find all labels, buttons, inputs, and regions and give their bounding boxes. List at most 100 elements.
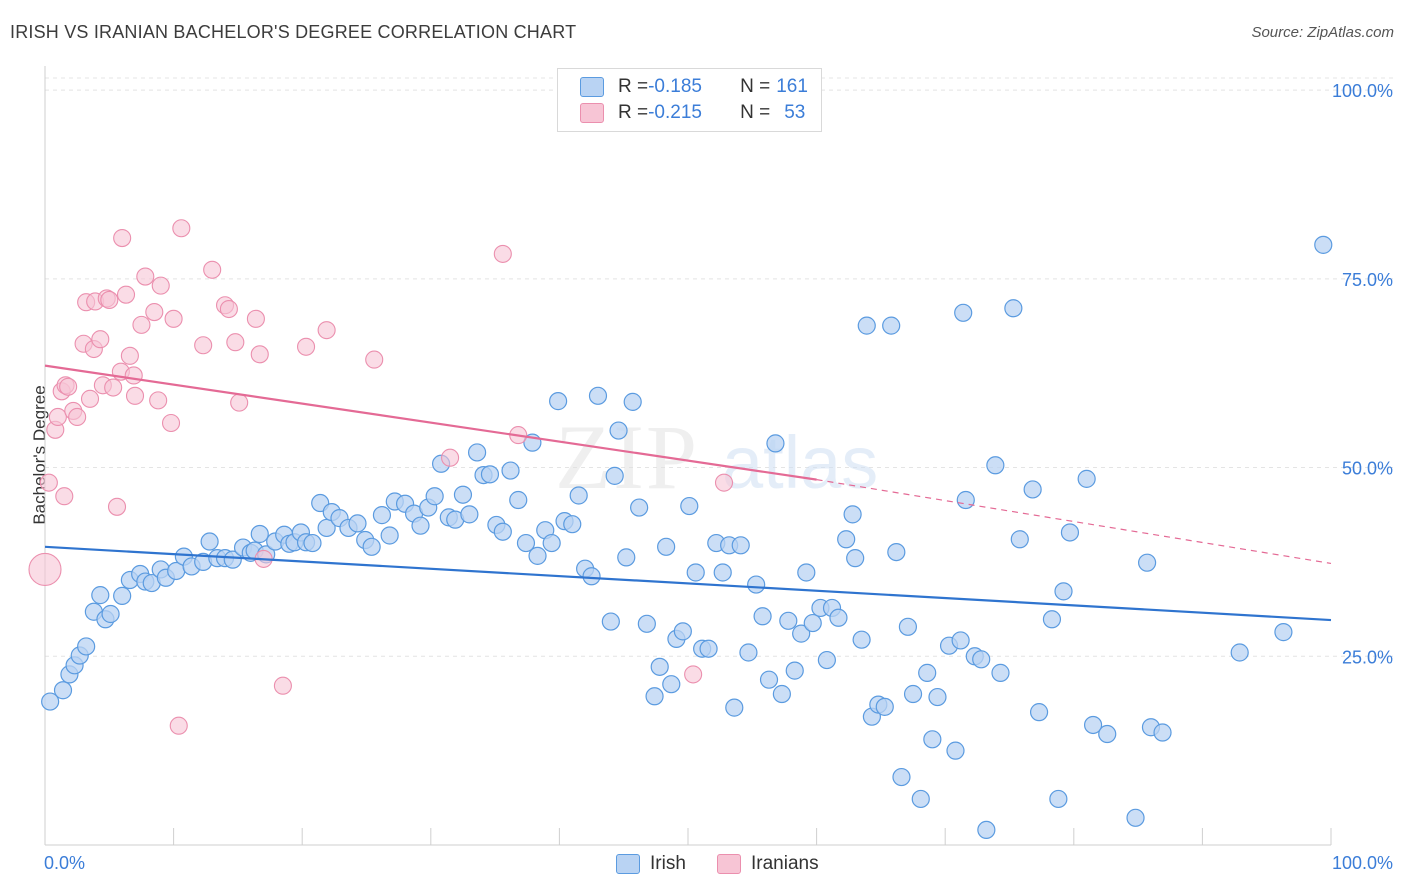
irish-point — [1049, 789, 1068, 809]
irish-point — [303, 533, 322, 553]
source-credit: Source: ZipAtlas.com — [1251, 24, 1394, 41]
iranians-point — [116, 285, 136, 304]
iranians-point — [684, 665, 703, 684]
iranians-legend-label: Iranians — [751, 853, 819, 874]
irish-point — [887, 542, 906, 562]
irish-point — [817, 650, 836, 670]
irish-point — [101, 604, 120, 624]
irish-point — [1126, 808, 1145, 827]
irish-point — [673, 622, 692, 641]
y-tick-label: 50.0% — [1342, 459, 1393, 479]
iranians-point — [68, 407, 87, 427]
irish-point — [588, 386, 608, 405]
iranians-r-value: -0.215 — [648, 102, 702, 123]
irish-point — [223, 550, 242, 569]
irish-legend-swatch — [616, 854, 640, 874]
iranians-point — [149, 391, 168, 410]
irish-point — [954, 303, 973, 322]
irish-point — [785, 661, 804, 680]
irish-point — [892, 767, 911, 787]
irish-point — [582, 567, 601, 586]
iranians-point — [203, 260, 222, 279]
irish-point — [528, 546, 547, 565]
axes — [44, 66, 1332, 846]
irish-point — [1077, 469, 1096, 488]
irish-point — [1083, 715, 1103, 735]
irish-point — [1138, 553, 1157, 572]
irish-point — [759, 670, 779, 689]
irish-point — [753, 607, 772, 626]
irish-point — [493, 522, 512, 541]
irish-point — [680, 496, 699, 516]
irish-point — [623, 392, 642, 411]
iranians-point — [80, 389, 100, 408]
irish-point — [951, 631, 970, 650]
iranians-point — [104, 378, 123, 397]
iranians-point — [48, 407, 67, 427]
irish-point — [601, 612, 620, 631]
iranians-point — [714, 473, 734, 492]
irish-point — [739, 643, 758, 662]
iranians-point — [172, 219, 191, 238]
irish-point — [1042, 610, 1062, 629]
iranians-point — [151, 276, 170, 295]
irish-point — [1010, 530, 1029, 549]
trend-lines — [44, 364, 1332, 622]
bottom-legend-irish: Irish — [616, 852, 686, 876]
irish-point — [1029, 703, 1049, 722]
iranians-point — [28, 552, 62, 587]
iranians-n-label: N = — [740, 102, 771, 123]
irish-point — [657, 537, 676, 556]
legend-row-irish: R = -0.185 N = 161 — [580, 75, 808, 99]
irish-point — [857, 316, 876, 335]
irish-point — [1060, 523, 1080, 542]
iranians-point — [91, 330, 110, 349]
iranians-point — [113, 229, 132, 248]
irish-legend-label: Irish — [650, 853, 686, 874]
iranians-point — [250, 345, 269, 364]
iranians-point — [194, 336, 213, 355]
irish-point — [569, 486, 588, 505]
irish-point — [563, 515, 582, 534]
iranians-point — [124, 366, 143, 385]
irish-point — [662, 675, 681, 694]
irish-point — [1098, 724, 1117, 744]
iranians-point — [39, 473, 58, 492]
chart-title: IRISH VS IRANIAN BACHELOR'S DEGREE CORRE… — [10, 22, 577, 42]
irish-point — [875, 697, 894, 716]
irish-point — [1054, 582, 1073, 601]
irish-point — [1023, 480, 1042, 499]
y-tick-label: 75.0% — [1342, 270, 1393, 290]
irish-point — [650, 657, 669, 676]
watermark-atlas: atlas — [722, 421, 878, 504]
iranians-point — [365, 350, 384, 369]
watermark: ZIP atlas — [555, 406, 878, 508]
x-tick-label: 100.0% — [1332, 853, 1393, 873]
irish-point — [882, 316, 901, 335]
irish-point — [946, 741, 965, 760]
irish-point — [846, 549, 865, 568]
irish-point — [91, 586, 110, 605]
iranians-r-label: R = — [618, 102, 649, 123]
iranians-point — [164, 309, 183, 328]
irish-series — [41, 235, 1333, 840]
irish-point — [766, 434, 785, 453]
iranians-point — [161, 413, 181, 433]
irish-point — [686, 563, 705, 582]
iranians-point — [219, 299, 238, 319]
irish-point — [956, 490, 975, 510]
irish-point — [509, 490, 528, 510]
irish-point — [852, 630, 871, 649]
iranians-point — [132, 315, 151, 334]
irish-point — [542, 533, 561, 553]
irish-point — [425, 487, 444, 506]
irish-point — [362, 537, 381, 556]
irish-point — [380, 526, 399, 545]
x-tick-label: 0.0% — [44, 853, 85, 873]
iranians-point — [273, 676, 292, 695]
irish-point — [113, 586, 132, 605]
irish-point — [1230, 643, 1249, 662]
irish-point — [779, 611, 798, 630]
irish-point — [1153, 723, 1172, 742]
